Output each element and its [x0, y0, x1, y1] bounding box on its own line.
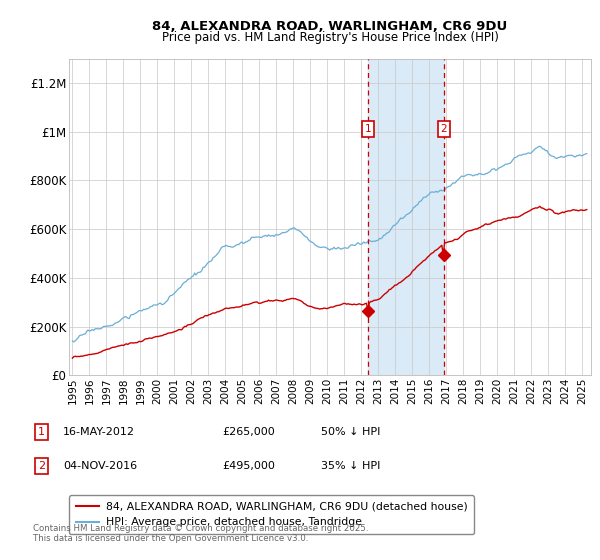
- Text: £265,000: £265,000: [222, 427, 275, 437]
- Text: Contains HM Land Registry data © Crown copyright and database right 2025.
This d: Contains HM Land Registry data © Crown c…: [33, 524, 368, 543]
- Text: 84, ALEXANDRA ROAD, WARLINGHAM, CR6 9DU: 84, ALEXANDRA ROAD, WARLINGHAM, CR6 9DU: [152, 20, 508, 32]
- Bar: [368, 59, 444, 375]
- Text: 35% ↓ HPI: 35% ↓ HPI: [321, 461, 380, 471]
- Text: 1: 1: [38, 427, 45, 437]
- Text: 50% ↓ HPI: 50% ↓ HPI: [321, 427, 380, 437]
- Text: 1: 1: [364, 124, 371, 134]
- Text: 04-NOV-2016: 04-NOV-2016: [63, 461, 137, 471]
- Text: 2: 2: [440, 124, 447, 134]
- Text: 2: 2: [38, 461, 45, 471]
- Text: £495,000: £495,000: [222, 461, 275, 471]
- Legend: 84, ALEXANDRA ROAD, WARLINGHAM, CR6 9DU (detached house), HPI: Average price, de: 84, ALEXANDRA ROAD, WARLINGHAM, CR6 9DU …: [69, 496, 474, 534]
- Text: 16-MAY-2012: 16-MAY-2012: [63, 427, 135, 437]
- Text: Price paid vs. HM Land Registry's House Price Index (HPI): Price paid vs. HM Land Registry's House …: [161, 31, 499, 44]
